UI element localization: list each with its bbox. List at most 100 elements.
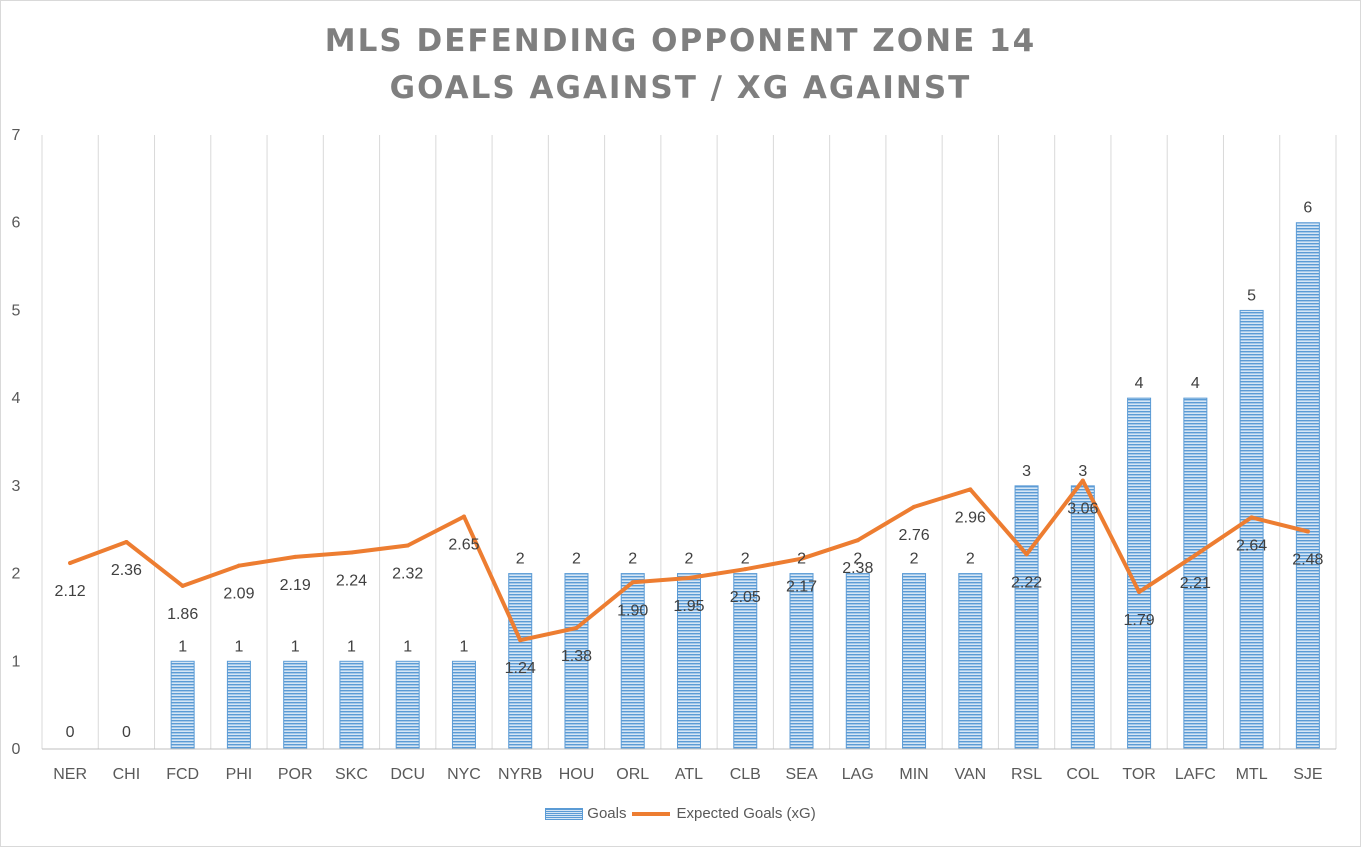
goals-bar (620, 573, 645, 750)
goals-bar (1070, 485, 1095, 750)
xg-point (68, 561, 73, 566)
xg-data-label: 2.12 (55, 583, 86, 600)
goals-data-label: 1 (460, 638, 469, 655)
xg-point (1080, 478, 1085, 483)
x-tick-label: MTL (1236, 766, 1268, 783)
goals-bars (170, 222, 1320, 750)
data-labels: 0 0 1 1 1 1 1 1 2 2 2 2 2 2 2 2 2 3 3 4 4 5 6 2.12 2.36 1.86 2.09 2… (55, 200, 1324, 741)
x-tick-label: SEA (786, 766, 818, 783)
axes: 0 1 2 3 4 5 6 7 NER CHI FCD PHI POR SKC DCU NYC NYRB HOU O… (12, 127, 1336, 783)
x-tick-label: DCU (390, 766, 425, 783)
goals-data-label: 2 (516, 551, 525, 568)
goals-data-label: 2 (572, 551, 581, 568)
goals-data-label: 6 (1303, 200, 1312, 217)
xg-point (630, 580, 635, 585)
chart-title-line-2: GOALS AGAINST / XG AGAINST (389, 70, 972, 106)
goals-bar (1014, 485, 1039, 750)
x-tick-label: CLB (730, 766, 761, 783)
y-tick-label: 5 (12, 302, 21, 319)
xg-point (518, 638, 523, 643)
goals-data-label: 2 (966, 551, 975, 568)
x-tick-label: HOU (559, 766, 595, 783)
x-tick-label: LAFC (1175, 766, 1216, 783)
goals-bar (1295, 222, 1320, 750)
legend-label-xg: Expected Goals (xG) (676, 805, 816, 822)
goals-bar (395, 660, 420, 750)
chart-title: MLS DEFENDING OPPONENT ZONE 14 GOALS AGA… (0, 18, 1361, 112)
xg-data-label: 1.38 (561, 648, 592, 665)
goals-data-label: 3 (1022, 463, 1031, 480)
goals-bar (902, 573, 927, 750)
x-tick-label: ATL (675, 766, 703, 783)
xg-data-label: 2.09 (223, 586, 254, 603)
xg-point (1024, 552, 1029, 557)
goals-data-label: 1 (234, 638, 243, 655)
x-tick-label: SKC (335, 766, 368, 783)
xg-data-label: 1.90 (617, 602, 648, 619)
xg-point (293, 554, 298, 559)
xg-point (405, 543, 410, 548)
x-tick-label: POR (278, 766, 313, 783)
y-tick-label: 2 (12, 566, 21, 583)
xg-data-label: 1.95 (673, 598, 704, 615)
legend-line-swatch (632, 811, 671, 816)
gridlines (41, 135, 1337, 749)
xg-data-label: 2.48 (1292, 551, 1323, 568)
x-tick-label: NER (53, 766, 87, 783)
xg-data-label: 2.38 (842, 560, 873, 577)
xg-data-label: 2.21 (1180, 575, 1211, 592)
x-tick-label: LAG (842, 766, 874, 783)
goals-data-label: 4 (1191, 375, 1200, 392)
y-tick-label: 4 (12, 390, 21, 407)
xg-data-label: 2.32 (392, 566, 423, 583)
x-tick-label: ORL (616, 766, 649, 783)
goals-data-label: 3 (1078, 463, 1087, 480)
x-tick-label: MIN (899, 766, 928, 783)
goals-bar (789, 573, 814, 750)
goals-data-label: 1 (403, 638, 412, 655)
xg-data-label: 2.76 (898, 527, 929, 544)
goals-data-label: 2 (910, 551, 919, 568)
xg-point (236, 563, 241, 568)
y-tick-label: 1 (12, 653, 21, 670)
goals-data-label: 1 (347, 638, 356, 655)
goals-data-label: 1 (291, 638, 300, 655)
goals-data-label: 0 (66, 724, 75, 741)
goals-bar (1183, 397, 1208, 750)
x-tick-label: SJE (1293, 766, 1322, 783)
xg-point (574, 625, 579, 630)
goals-bar (339, 660, 364, 750)
xg-point (743, 567, 748, 572)
xg-data-label: 3.06 (1067, 501, 1098, 518)
chart-title-line-1: MLS DEFENDING OPPONENT ZONE 14 (324, 23, 1037, 59)
goals-bar (226, 660, 251, 750)
goals-bar (1239, 309, 1264, 750)
legend-item-goals: Goals (545, 805, 626, 822)
xg-line (68, 478, 1310, 643)
xg-point (1137, 589, 1142, 594)
y-tick-label: 6 (12, 215, 21, 232)
x-tick-label: VAN (954, 766, 986, 783)
xg-data-label: 2.64 (1236, 537, 1267, 554)
legend-bar-swatch (545, 807, 584, 820)
goals-data-label: 2 (797, 551, 806, 568)
goals-bar (283, 660, 308, 750)
x-tick-label: NYC (447, 766, 481, 783)
goals-data-label: 0 (122, 724, 131, 741)
goals-data-label: 2 (685, 551, 694, 568)
xg-data-label: 2.05 (730, 589, 761, 606)
xg-data-label: 2.96 (955, 509, 986, 526)
xg-data-label: 1.24 (505, 660, 536, 677)
xg-data-label: 1.86 (167, 606, 198, 623)
xg-data-label: 2.19 (280, 577, 311, 594)
xg-point (968, 487, 973, 492)
xg-point (180, 583, 185, 588)
xg-point (461, 514, 466, 519)
x-tick-label: RSL (1011, 766, 1042, 783)
xg-data-label: 2.24 (336, 573, 367, 590)
xg-point (912, 504, 917, 509)
xg-data-label: 2.17 (786, 579, 817, 596)
xg-point (1193, 553, 1198, 558)
goals-bar (451, 660, 476, 750)
